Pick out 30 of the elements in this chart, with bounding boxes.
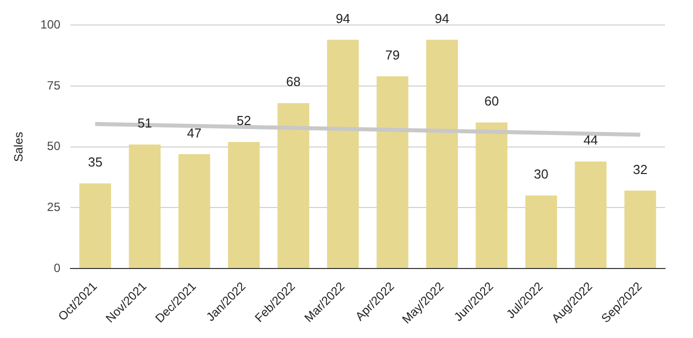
y-tick-label: 0 xyxy=(54,260,61,275)
data-label: 35 xyxy=(88,154,102,170)
data-label: 47 xyxy=(187,125,202,140)
bar xyxy=(525,196,557,268)
data-label: 94 xyxy=(336,10,350,26)
data-label: 30 xyxy=(534,166,548,182)
bar xyxy=(624,190,656,268)
data-label: 44 xyxy=(583,132,598,148)
data-label: 52 xyxy=(236,113,252,128)
y-tick-label: 25 xyxy=(47,200,61,214)
data-label: 60 xyxy=(484,94,499,109)
bar xyxy=(327,40,359,268)
y-tick-label: 75 xyxy=(47,78,61,92)
data-label: 68 xyxy=(286,74,301,90)
bar xyxy=(574,161,607,268)
bar xyxy=(178,154,210,268)
y-tick-label: 50 xyxy=(47,139,61,154)
bar xyxy=(228,142,260,268)
data-label: 51 xyxy=(138,116,152,131)
bar xyxy=(376,76,408,268)
bar xyxy=(426,40,458,268)
data-label: 79 xyxy=(385,47,400,62)
bar xyxy=(476,122,508,268)
y-tick-label: 100 xyxy=(40,18,61,32)
bar xyxy=(128,144,161,268)
bar xyxy=(79,183,112,268)
bar xyxy=(278,103,310,268)
y-axis-title: Sales xyxy=(12,132,26,162)
data-label: 94 xyxy=(434,10,450,26)
data-label: 32 xyxy=(632,162,648,177)
